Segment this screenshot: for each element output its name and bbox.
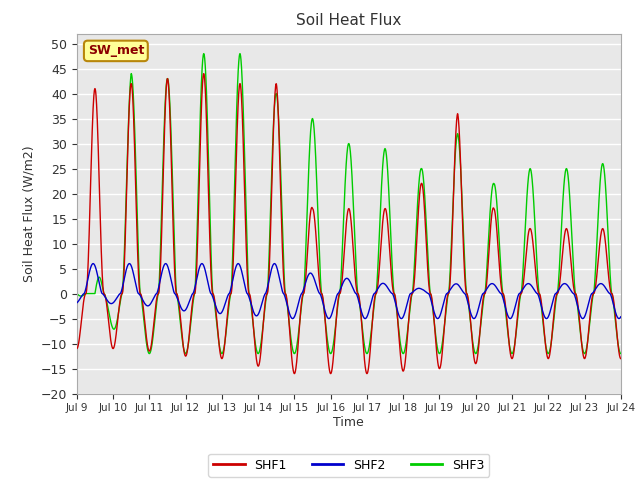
SHF1: [291, 371, 298, 376]
SHF2: [607, 291, 614, 297]
SHF2: [135, 291, 143, 297]
SHF1: [282, 291, 289, 297]
SHF1: [200, 71, 207, 76]
SHF3: [135, 264, 143, 270]
SHF3: [607, 275, 614, 280]
SHF1: [167, 151, 175, 156]
SHF1: [548, 334, 556, 339]
SHF2: [305, 271, 313, 276]
Title: Soil Heat Flux: Soil Heat Flux: [296, 13, 401, 28]
Line: SHF1: SHF1: [77, 73, 621, 373]
SHF2: [73, 300, 81, 306]
X-axis label: Time: Time: [333, 416, 364, 429]
SHF3: [200, 51, 207, 57]
Line: SHF2: SHF2: [77, 264, 621, 319]
Line: SHF3: SHF3: [77, 54, 621, 354]
Y-axis label: Soil Heat Flux (W/m2): Soil Heat Flux (W/m2): [22, 145, 35, 282]
SHF3: [282, 291, 289, 297]
SHF2: [282, 296, 289, 301]
SHF2: [90, 261, 97, 266]
SHF2: [615, 316, 623, 322]
SHF1: [73, 346, 81, 351]
SHF1: [607, 288, 614, 293]
SHF1: [135, 278, 143, 284]
Legend: SHF1, SHF2, SHF3: SHF1, SHF2, SHF3: [209, 454, 489, 477]
SHF1: [305, 221, 313, 227]
SHF3: [548, 336, 556, 342]
SHF1: [617, 356, 625, 361]
SHF3: [305, 156, 313, 161]
Text: SW_met: SW_met: [88, 44, 144, 58]
SHF3: [617, 351, 625, 357]
SHF3: [73, 291, 81, 297]
SHF3: [167, 133, 175, 139]
SHF2: [617, 314, 625, 320]
SHF2: [548, 303, 556, 309]
SHF2: [168, 278, 175, 284]
